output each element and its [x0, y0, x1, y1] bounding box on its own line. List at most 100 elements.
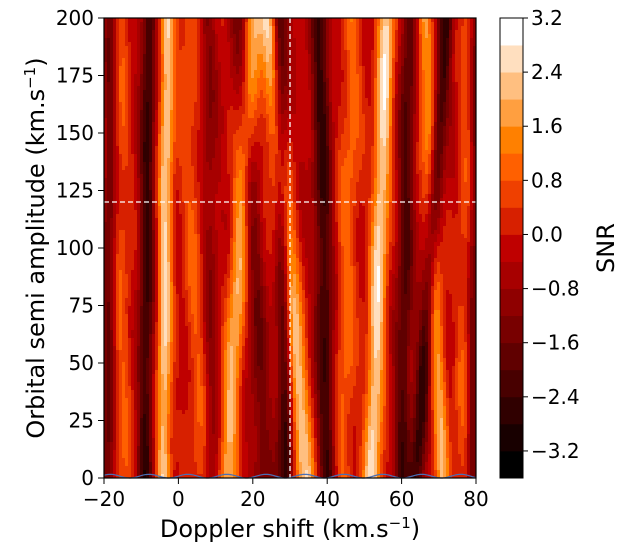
- heatmap-cell: [149, 162, 153, 167]
- heatmap-cell: [314, 166, 318, 171]
- heatmap-cell: [308, 74, 312, 79]
- heatmap-cell: [431, 38, 435, 43]
- heatmap-cell: [161, 26, 165, 31]
- heatmap-cell: [359, 142, 363, 147]
- heatmap-cell: [218, 150, 222, 155]
- heatmap-cell: [164, 106, 168, 111]
- heatmap-cell: [188, 166, 192, 171]
- heatmap-cell: [230, 30, 234, 35]
- heatmap-cell: [125, 54, 129, 59]
- heatmap-cell: [386, 130, 390, 135]
- heatmap-cell: [194, 78, 198, 83]
- heatmap-cell: [224, 58, 228, 63]
- heatmap-cell: [194, 38, 198, 43]
- heatmap-cell: [410, 74, 414, 79]
- heatmap-cell: [347, 82, 351, 87]
- heatmap-cell: [410, 98, 414, 103]
- heatmap-cell: [266, 150, 270, 155]
- heatmap-cell: [365, 74, 369, 79]
- heatmap-cell: [269, 154, 273, 159]
- heatmap-cell: [308, 122, 312, 127]
- heatmap-cell: [167, 134, 171, 139]
- heatmap-cell: [149, 26, 153, 31]
- heatmap-cell: [437, 130, 441, 135]
- heatmap-cell: [302, 26, 306, 31]
- heatmap-cell: [269, 134, 273, 139]
- heatmap-cell: [296, 86, 300, 91]
- heatmap-cell: [473, 50, 476, 55]
- heatmap-cell: [344, 18, 348, 23]
- heatmap-cell: [365, 58, 369, 63]
- heatmap-cell: [362, 94, 366, 99]
- heatmap-cell: [206, 166, 210, 171]
- heatmap-cell: [197, 90, 201, 95]
- heatmap-cell: [284, 114, 288, 119]
- heatmap-cell: [158, 118, 162, 123]
- heatmap-cell: [458, 22, 462, 27]
- heatmap-cell: [122, 170, 126, 175]
- heatmap-cell: [233, 142, 237, 147]
- heatmap-cell: [371, 170, 375, 175]
- heatmap-cell: [470, 170, 474, 175]
- heatmap-cell: [113, 90, 117, 95]
- heatmap-cell: [341, 70, 345, 75]
- heatmap-cell: [341, 66, 345, 71]
- heatmap-cell: [206, 74, 210, 79]
- heatmap-cell: [251, 122, 255, 127]
- heatmap-cell: [455, 86, 459, 91]
- heatmap-cell: [347, 78, 351, 83]
- heatmap-cell: [191, 74, 195, 79]
- heatmap-cell: [206, 142, 210, 147]
- heatmap-cell: [431, 70, 435, 75]
- heatmap-cell: [104, 34, 108, 39]
- heatmap-cell: [197, 58, 201, 63]
- heatmap-cell: [203, 62, 207, 67]
- heatmap-cell: [344, 34, 348, 39]
- heatmap-cell: [167, 158, 171, 163]
- heatmap-cell: [122, 94, 126, 99]
- heatmap-cell: [227, 78, 231, 83]
- heatmap-cell: [299, 134, 303, 139]
- heatmap-cell: [245, 146, 249, 151]
- heatmap-cell: [224, 170, 228, 175]
- heatmap-cell: [143, 26, 147, 31]
- heatmap-cell: [248, 46, 252, 51]
- heatmap-cell: [149, 94, 153, 99]
- heatmap-cell: [440, 146, 444, 151]
- heatmap-cell: [251, 34, 255, 39]
- heatmap-cell: [203, 26, 207, 31]
- heatmap-cell: [203, 42, 207, 47]
- heatmap-cell: [359, 74, 363, 79]
- heatmap-cell: [434, 118, 438, 123]
- heatmap-cell: [137, 70, 141, 75]
- heatmap-cell: [236, 106, 240, 111]
- heatmap-cell: [131, 134, 135, 139]
- heatmap-cell: [332, 110, 336, 115]
- heatmap-cell: [446, 162, 450, 167]
- heatmap-cell: [302, 118, 306, 123]
- heatmap-cell: [473, 166, 476, 171]
- heatmap-cell: [275, 122, 279, 127]
- heatmap-cell: [383, 110, 387, 115]
- heatmap-cell: [263, 166, 267, 171]
- heatmap-cell: [362, 78, 366, 83]
- heatmap-cell: [290, 18, 294, 23]
- heatmap-cell: [251, 150, 255, 155]
- heatmap-cell: [200, 26, 204, 31]
- heatmap-cell: [143, 90, 147, 95]
- heatmap-cell: [167, 162, 171, 167]
- heatmap-cell: [125, 154, 129, 159]
- heatmap-cell: [374, 98, 378, 103]
- heatmap-cell: [281, 58, 285, 63]
- heatmap-cell: [416, 58, 420, 63]
- heatmap-cell: [203, 110, 207, 115]
- heatmap-cell: [422, 90, 426, 95]
- heatmap-cell: [251, 166, 255, 171]
- heatmap-cell: [206, 110, 210, 115]
- heatmap-cell: [464, 30, 468, 35]
- heatmap-cell: [365, 114, 369, 119]
- heatmap-cell: [425, 170, 429, 175]
- heatmap-cell: [107, 114, 111, 119]
- heatmap-cell: [119, 86, 123, 91]
- heatmap-cell: [455, 122, 459, 127]
